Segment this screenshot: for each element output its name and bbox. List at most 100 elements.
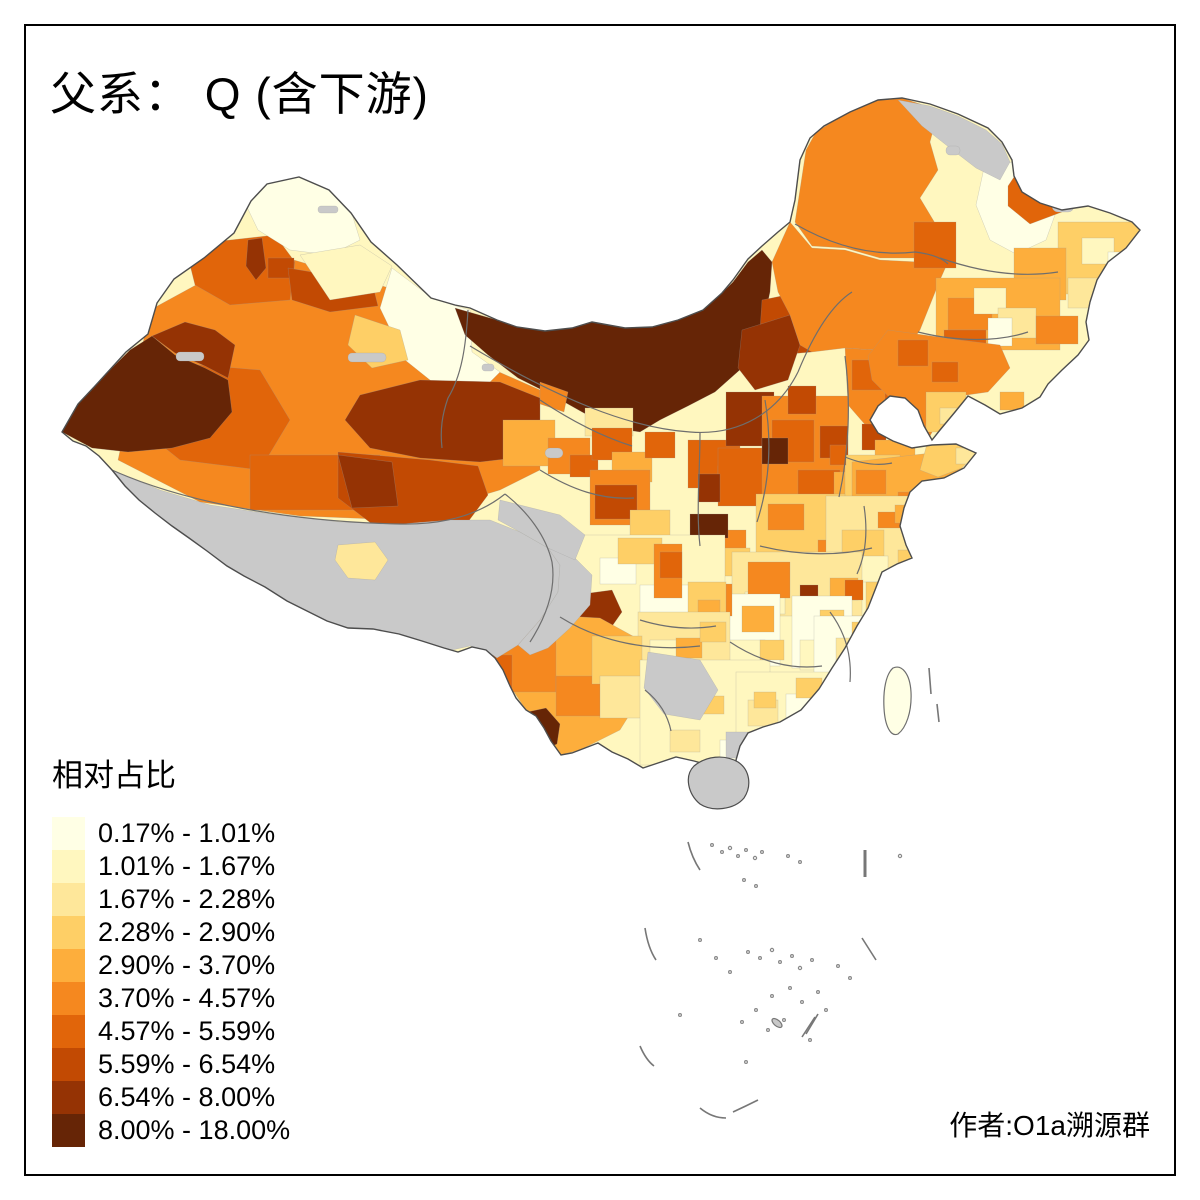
map-region — [931, 361, 959, 383]
map-region — [897, 99, 1011, 181]
legend-row: 4.57% - 5.59% — [52, 1015, 290, 1048]
map-region — [771, 1017, 783, 1029]
legend-row: 2.90% - 3.70% — [52, 949, 290, 982]
map-region — [267, 257, 295, 279]
map-region — [741, 877, 746, 882]
map-region — [697, 473, 721, 503]
map-region — [1107, 251, 1135, 273]
map-region — [1067, 277, 1109, 309]
legend-label: 2.28% - 2.90% — [98, 917, 276, 947]
map-region — [771, 221, 949, 353]
map-region — [175, 351, 205, 362]
map-region — [644, 431, 676, 459]
map-region — [835, 963, 840, 968]
map-region — [559, 616, 701, 649]
map-region — [337, 454, 399, 509]
map-region — [761, 437, 789, 465]
legend-swatch — [52, 1015, 85, 1048]
map-region — [757, 955, 762, 960]
map-region — [643, 651, 719, 721]
map-region — [544, 447, 564, 459]
map-region — [735, 853, 740, 858]
map-region — [677, 1012, 682, 1017]
map-region — [805, 1013, 819, 1035]
small-islands — [677, 842, 903, 1064]
legend-row: 3.70% - 4.57% — [52, 982, 290, 1015]
legend-label: 4.57% - 5.59% — [98, 1016, 276, 1046]
legend-row: 5.59% - 6.54% — [52, 1048, 290, 1081]
map-region — [697, 937, 702, 942]
province-borders — [111, 223, 1059, 732]
map-region — [719, 849, 724, 854]
map-region — [801, 1016, 816, 1038]
legend-label: 6.54% - 8.00% — [98, 1082, 276, 1112]
legend-rows: 0.17% - 1.01% 1.01% - 1.67% 1.67% - 2.28% 2… — [52, 817, 290, 1147]
map-region — [799, 999, 804, 1004]
map-region — [753, 1007, 758, 1012]
map-region — [1035, 315, 1079, 345]
legend-swatch — [52, 982, 85, 1015]
map-region — [795, 677, 823, 699]
legend-row: 2.28% - 2.90% — [52, 916, 290, 949]
taiwan-island — [883, 666, 912, 736]
map-region — [807, 1037, 812, 1042]
legend-label: 2.90% - 3.70% — [98, 950, 276, 980]
map-region — [639, 619, 717, 629]
map-region — [659, 551, 683, 579]
map-region — [497, 499, 586, 561]
map-region — [759, 545, 873, 555]
map-region — [785, 693, 835, 743]
sea-boundary-dashes — [639, 667, 940, 1119]
map-region — [844, 579, 864, 601]
map-region — [539, 469, 635, 499]
map-region — [847, 975, 852, 980]
map-region — [797, 965, 803, 971]
map-title: 父系： Q (含下游) — [50, 68, 429, 120]
map-region — [781, 1017, 786, 1022]
map-region — [767, 503, 805, 531]
legend-row: 1.01% - 1.67% — [52, 850, 290, 883]
map-region — [644, 927, 657, 961]
map-region — [939, 257, 1059, 275]
map-region — [815, 989, 820, 994]
map-region — [759, 849, 764, 854]
legend-row: 6.54% - 8.00% — [52, 1081, 290, 1114]
map-region — [787, 385, 817, 415]
map-region — [913, 221, 957, 269]
map-region — [823, 1007, 828, 1012]
legend-swatch — [52, 949, 85, 982]
map-region — [689, 513, 729, 539]
map-region — [753, 883, 758, 888]
map-region — [752, 855, 758, 861]
map-region — [781, 723, 795, 735]
legend-row: 1.67% - 2.28% — [52, 883, 290, 916]
map-region — [741, 605, 775, 633]
map-region — [917, 331, 1029, 341]
map-region — [999, 391, 1025, 411]
legend-swatch — [52, 1048, 85, 1081]
legend-swatch — [52, 1081, 85, 1114]
map-region — [743, 847, 748, 852]
legend-swatch — [52, 916, 85, 949]
map-region — [785, 853, 790, 858]
map-region — [865, 581, 895, 611]
map-region — [687, 841, 701, 871]
map-region — [699, 621, 727, 643]
hainan-island — [687, 756, 750, 810]
legend-label: 8.00% - 18.00% — [98, 1115, 291, 1145]
map-region — [809, 957, 814, 962]
map-region — [697, 431, 701, 547]
legend-swatch — [52, 817, 85, 850]
map-region — [765, 1027, 770, 1032]
legend-swatch — [52, 850, 85, 883]
map-region — [851, 621, 875, 645]
map-region — [838, 355, 849, 498]
legend-row: 8.00% - 18.00% — [52, 1114, 290, 1147]
map-region — [856, 505, 867, 575]
legend-row: 0.17% - 1.01% — [52, 817, 290, 850]
map-region — [753, 691, 777, 709]
legend-swatch — [52, 883, 85, 916]
map-region — [469, 345, 799, 434]
map-region — [756, 399, 770, 523]
